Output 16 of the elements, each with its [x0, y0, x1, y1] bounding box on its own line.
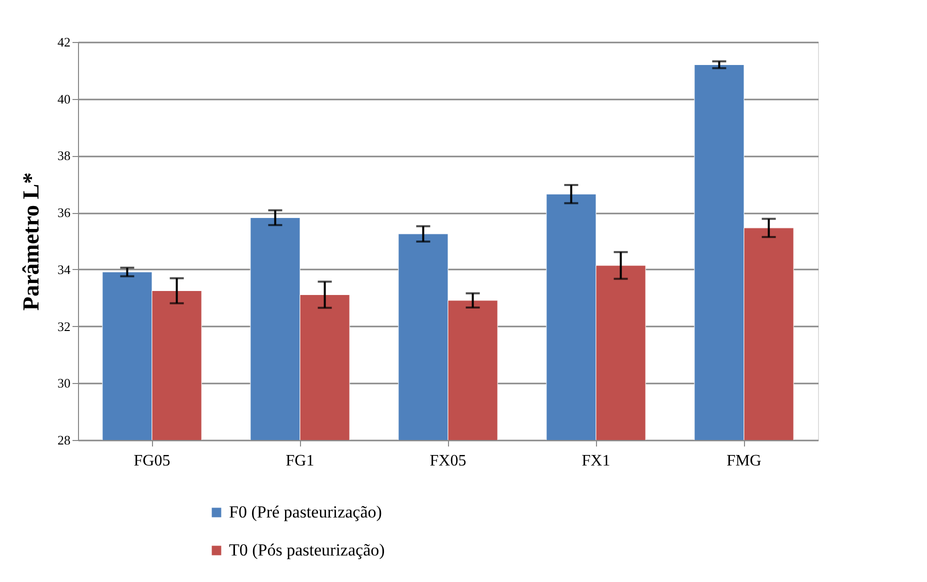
y-tick-label: 38 — [58, 148, 70, 164]
y-tick-label: 32 — [58, 318, 70, 334]
y-tick-label: 28 — [58, 432, 70, 448]
legend-label: T0 (Pós pasteurização) — [229, 540, 385, 560]
x-tick-label: FG1 — [286, 452, 314, 470]
x-tick-label: FX1 — [582, 452, 610, 470]
x-tick-label: FX05 — [430, 452, 466, 470]
y-tick-label: 40 — [58, 91, 70, 106]
y-tick-label: 30 — [58, 376, 70, 391]
x-tick-label: FMG — [726, 452, 762, 470]
y-tick-label: 42 — [58, 34, 70, 50]
y-axis-title: Parâmetro L* — [18, 172, 44, 311]
y-tick-label: 36 — [58, 205, 71, 220]
legend-label: F0 (Pré pasteurização) — [229, 502, 382, 522]
x-tick-label: FG05 — [134, 452, 170, 470]
y-tick-label: 34 — [58, 262, 71, 277]
